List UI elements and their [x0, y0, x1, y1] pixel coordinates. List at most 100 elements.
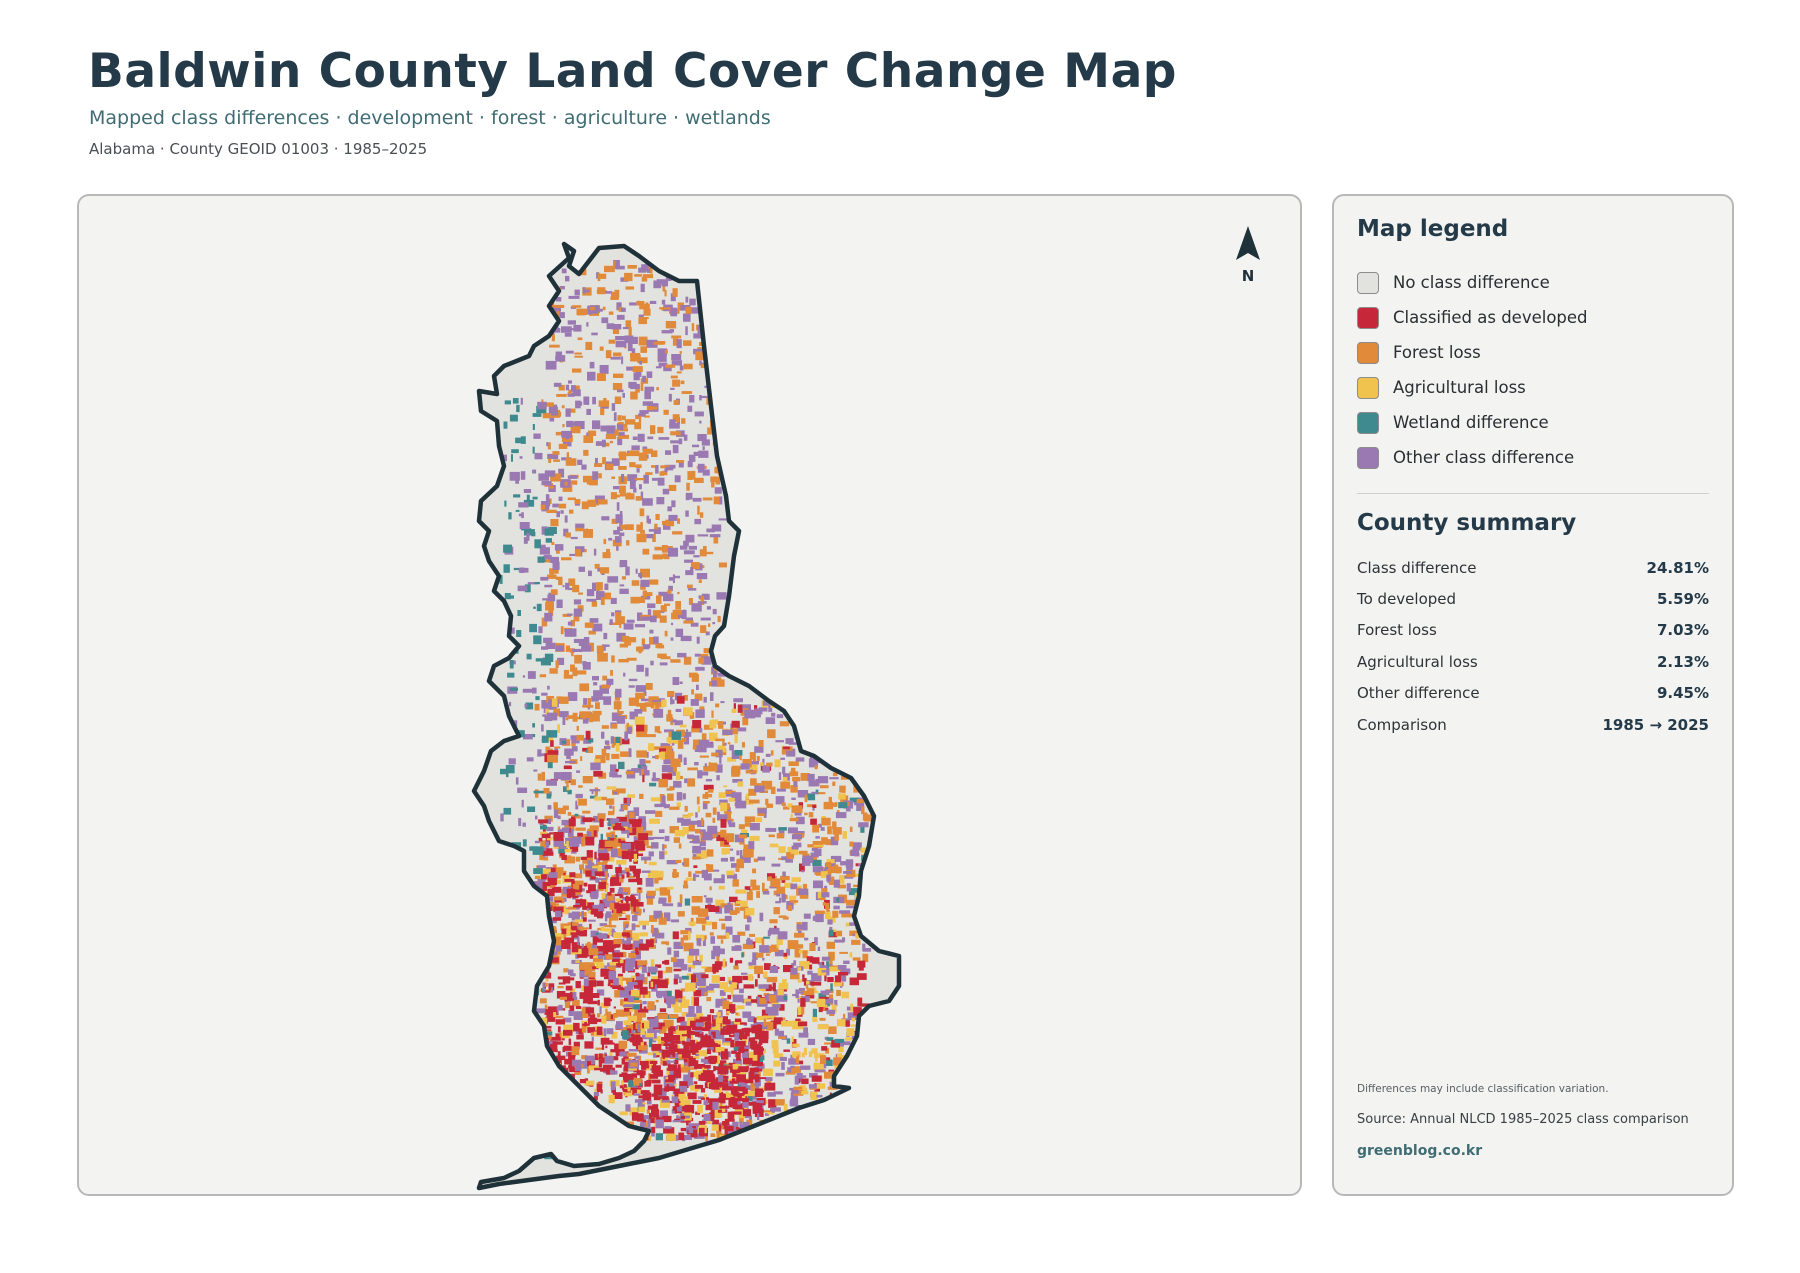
- change-patch: [716, 834, 723, 842]
- change-patch: [680, 1021, 687, 1028]
- change-patch: [576, 770, 581, 773]
- change-patch: [641, 277, 648, 282]
- change-patch: [697, 1104, 703, 1114]
- change-patch: [558, 384, 565, 391]
- change-patch: [646, 265, 653, 273]
- change-patch: [524, 703, 528, 708]
- change-patch: [643, 1090, 650, 1097]
- change-patch: [516, 630, 522, 637]
- change-patch: [777, 989, 784, 996]
- change-patch: [739, 1117, 744, 1124]
- change-patch: [769, 966, 779, 973]
- change-patch: [615, 688, 622, 698]
- change-patch: [611, 1031, 618, 1039]
- change-patch: [662, 745, 673, 752]
- change-patch: [634, 985, 640, 989]
- change-patch: [669, 577, 675, 581]
- change-patch: [644, 702, 656, 707]
- change-patch: [553, 459, 560, 462]
- change-patch: [867, 785, 878, 790]
- change-patch: [813, 712, 818, 715]
- change-patch: [699, 706, 705, 712]
- change-patch: [619, 894, 624, 899]
- change-patch: [682, 862, 685, 866]
- change-patch: [761, 938, 765, 945]
- change-patch: [701, 276, 705, 279]
- change-patch: [599, 840, 608, 849]
- change-patch: [657, 1022, 665, 1027]
- change-patch: [664, 990, 672, 1000]
- change-patch: [570, 779, 576, 786]
- change-patch: [552, 503, 559, 508]
- change-patch: [759, 997, 767, 1004]
- change-patch: [721, 874, 725, 884]
- change-patch: [628, 812, 635, 819]
- change-patch: [743, 984, 755, 989]
- change-patch: [711, 869, 720, 872]
- change-patch: [782, 916, 789, 920]
- change-patch: [542, 1092, 551, 1099]
- change-patch: [672, 531, 683, 535]
- change-patch: [820, 871, 828, 878]
- change-patch: [860, 752, 867, 756]
- change-patch: [503, 901, 508, 907]
- change-patch: [575, 670, 587, 675]
- brand-link[interactable]: greenblog.co.kr: [1357, 1143, 1483, 1159]
- change-patch: [555, 867, 564, 876]
- map-panel[interactable]: N: [77, 194, 1302, 1196]
- change-patch: [688, 1123, 699, 1127]
- change-patch: [776, 1129, 785, 1135]
- change-patch: [609, 1052, 613, 1058]
- change-patch: [544, 1004, 548, 1013]
- change-patch: [673, 950, 680, 958]
- change-patch: [640, 283, 645, 293]
- change-patch: [666, 1067, 671, 1076]
- change-patch: [815, 1103, 824, 1113]
- change-patch: [549, 485, 554, 489]
- change-patch: [553, 802, 558, 810]
- change-patch: [561, 268, 567, 274]
- change-patch: [535, 696, 540, 701]
- change-patch: [601, 864, 608, 873]
- change-patch: [767, 986, 776, 990]
- change-patch: [761, 1025, 768, 1030]
- change-patch: [648, 743, 655, 751]
- change-patch: [771, 863, 781, 867]
- change-patch: [680, 1116, 685, 1120]
- change-patch: [840, 776, 851, 780]
- change-patch: [580, 856, 587, 860]
- change-patch: [585, 1007, 595, 1014]
- change-patch: [822, 993, 830, 996]
- change-patch: [734, 834, 744, 843]
- change-patch: [592, 958, 604, 962]
- change-patch: [541, 972, 552, 979]
- change-patch: [762, 765, 770, 773]
- change-patch: [757, 808, 767, 814]
- change-patch: [584, 622, 594, 628]
- change-patch: [641, 698, 649, 702]
- change-patch: [667, 1060, 670, 1066]
- change-patch: [812, 804, 817, 808]
- change-patch: [623, 623, 634, 630]
- change-patch: [660, 605, 667, 612]
- change-patch: [555, 355, 561, 360]
- change-patch: [602, 951, 609, 955]
- change-patch: [679, 681, 683, 684]
- change-patch: [606, 323, 615, 329]
- change-patch: [740, 855, 751, 863]
- change-patch: [608, 810, 615, 816]
- change-patch: [848, 1115, 859, 1122]
- change-patch: [531, 1046, 537, 1051]
- change-patch: [705, 1134, 708, 1142]
- change-patch: [608, 537, 613, 541]
- change-patch: [713, 1023, 721, 1030]
- change-patch: [625, 895, 629, 905]
- change-patch: [756, 1016, 767, 1021]
- change-patch: [586, 408, 591, 415]
- change-patch: [645, 760, 651, 764]
- change-patch: [604, 265, 615, 273]
- change-patch: [650, 1036, 657, 1043]
- county-map[interactable]: N: [79, 196, 1302, 1196]
- change-patch: [817, 1024, 829, 1030]
- change-patch: [845, 762, 851, 771]
